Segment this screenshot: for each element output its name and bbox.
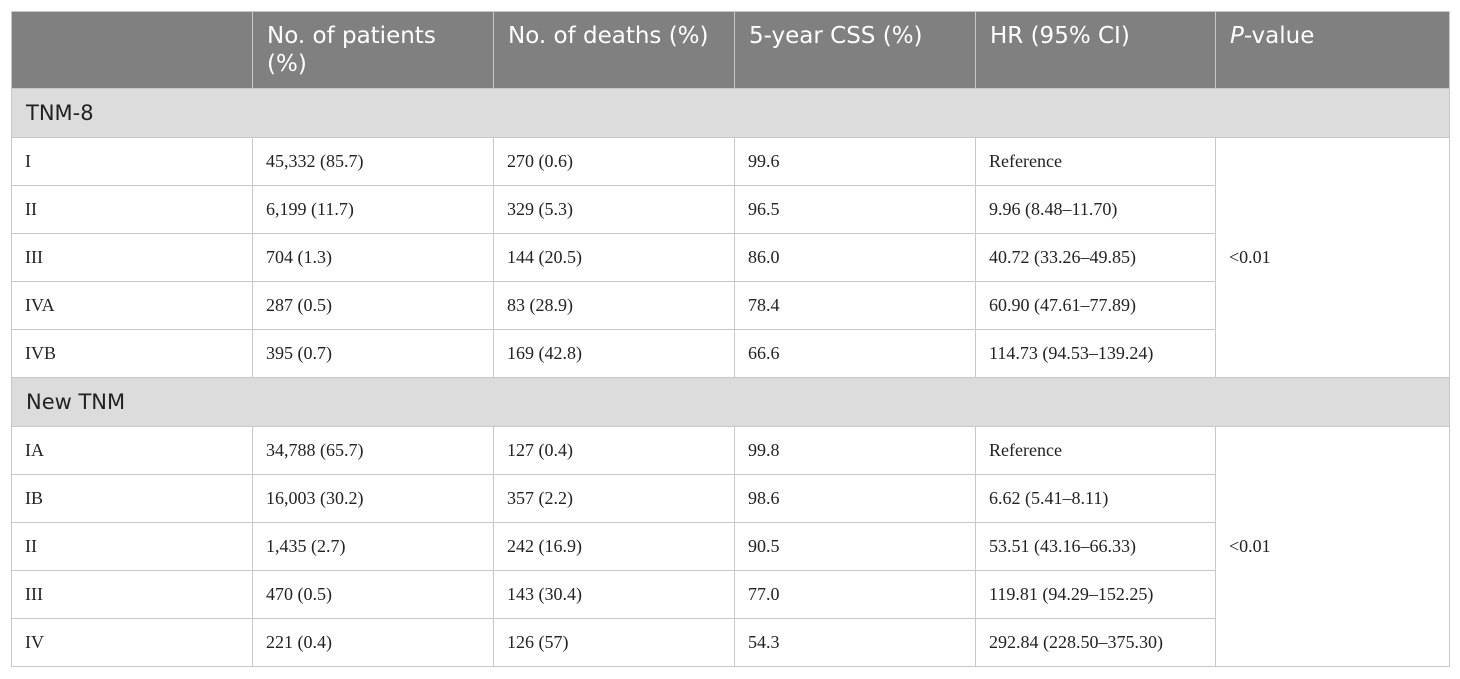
patients-cell: 16,003 (30.2)	[252, 474, 494, 523]
header-hr: HR (95% CI)	[975, 11, 1216, 89]
css-cell: 99.8	[734, 426, 976, 475]
table-row: I 45,332 (85.7) 270 (0.6) 99.6 Reference <0.0…	[11, 137, 1450, 378]
table-row: IVB 395 (0.7) 169 (42.8) 66.6 114.73 (94.53–…	[11, 329, 1450, 378]
header-css: 5-year CSS (%)	[734, 11, 976, 89]
deaths-cell: 144 (20.5)	[493, 233, 735, 282]
css-cell: 90.5	[734, 522, 976, 571]
header-deaths: No. of deaths (%)	[493, 11, 735, 89]
css-cell: 77.0	[734, 570, 976, 619]
deaths-cell: 242 (16.9)	[493, 522, 735, 571]
header-p-value: P-value	[1215, 11, 1450, 89]
hr-cell: 6.62 (5.41–8.11)	[975, 474, 1216, 523]
patients-cell: 221 (0.4)	[252, 618, 494, 667]
patients-cell: 704 (1.3)	[252, 233, 494, 282]
stage-cell: III	[11, 233, 253, 282]
deaths-cell: 169 (42.8)	[493, 329, 735, 378]
patients-cell: 6,199 (11.7)	[252, 185, 494, 234]
css-cell: 54.3	[734, 618, 976, 667]
css-cell: 96.5	[734, 185, 976, 234]
css-cell: 66.6	[734, 329, 976, 378]
table-row: II 1,435 (2.7) 242 (16.9) 90.5 53.51 (43.16–…	[11, 522, 1450, 571]
stage-cell: II	[11, 185, 253, 234]
css-cell: 99.6	[734, 137, 976, 186]
hr-cell: 292.84 (228.50–375.30)	[975, 618, 1216, 667]
survival-table-container: No. of patients (%) No. of deaths (%) 5-…	[11, 11, 1450, 667]
patients-cell: 45,332 (85.7)	[252, 137, 494, 186]
patients-cell: 287 (0.5)	[252, 281, 494, 330]
patients-cell: 1,435 (2.7)	[252, 522, 494, 571]
header-patients: No. of patients (%)	[252, 11, 494, 89]
deaths-cell: 83 (28.9)	[493, 281, 735, 330]
deaths-cell: 126 (57)	[493, 618, 735, 667]
hr-cell: 40.72 (33.26–49.85)	[975, 233, 1216, 282]
hr-cell: Reference	[975, 426, 1216, 475]
table-header: No. of patients (%) No. of deaths (%) 5-…	[11, 11, 1450, 89]
table-row: IV 221 (0.4) 126 (57) 54.3 292.84 (228.50–37…	[11, 618, 1450, 667]
stage-cell: IA	[11, 426, 253, 475]
stage-cell: IVB	[11, 329, 253, 378]
hr-cell: Reference	[975, 137, 1216, 186]
section-title: New TNM	[11, 377, 1450, 427]
p-value-cell: <0.01	[1215, 137, 1450, 378]
stage-cell: IB	[11, 474, 253, 523]
section-row: New TNM	[11, 377, 1450, 427]
p-value-cell: <0.01	[1215, 426, 1450, 667]
hr-cell: 114.73 (94.53–139.24)	[975, 329, 1216, 378]
patients-cell: 395 (0.7)	[252, 329, 494, 378]
patients-cell: 34,788 (65.7)	[252, 426, 494, 475]
section-title: TNM-8	[11, 88, 1450, 138]
header-p-italic: P	[1230, 23, 1244, 49]
section-row: TNM-8	[11, 88, 1450, 138]
css-cell: 78.4	[734, 281, 976, 330]
hr-cell: 119.81 (94.29–152.25)	[975, 570, 1216, 619]
deaths-cell: 329 (5.3)	[493, 185, 735, 234]
stage-cell: IVA	[11, 281, 253, 330]
hr-cell: 53.51 (43.16–66.33)	[975, 522, 1216, 571]
hr-cell: 9.96 (8.48–11.70)	[975, 185, 1216, 234]
hr-cell: 60.90 (47.61–77.89)	[975, 281, 1216, 330]
deaths-cell: 357 (2.2)	[493, 474, 735, 523]
stage-cell: I	[11, 137, 253, 186]
table-row: IB 16,003 (30.2) 357 (2.2) 98.6 6.62 (5.41–8…	[11, 474, 1450, 523]
table-body: TNM-8 I 45,332 (85.7) 270 (0.6) 99.6 Referenc…	[11, 88, 1450, 667]
table-row: IA 34,788 (65.7) 127 (0.4) 99.8 Reference <0.…	[11, 426, 1450, 667]
header-stage	[11, 11, 253, 89]
header-row: No. of patients (%) No. of deaths (%) 5-…	[11, 11, 1450, 89]
css-cell: 86.0	[734, 233, 976, 282]
deaths-cell: 270 (0.6)	[493, 137, 735, 186]
css-cell: 98.6	[734, 474, 976, 523]
table-row: IVA 287 (0.5) 83 (28.9) 78.4 60.90 (47.61–77…	[11, 281, 1450, 330]
stage-cell: III	[11, 570, 253, 619]
patients-cell: 470 (0.5)	[252, 570, 494, 619]
table-row: II 6,199 (11.7) 329 (5.3) 96.5 9.96 (8.48–11…	[11, 185, 1450, 234]
deaths-cell: 127 (0.4)	[493, 426, 735, 475]
deaths-cell: 143 (30.4)	[493, 570, 735, 619]
table-row: III 704 (1.3) 144 (20.5) 86.0 40.72 (33.26–4…	[11, 233, 1450, 282]
survival-table: No. of patients (%) No. of deaths (%) 5-…	[11, 11, 1450, 667]
header-p-rest: -value	[1243, 23, 1315, 49]
stage-cell: II	[11, 522, 253, 571]
stage-cell: IV	[11, 618, 253, 667]
